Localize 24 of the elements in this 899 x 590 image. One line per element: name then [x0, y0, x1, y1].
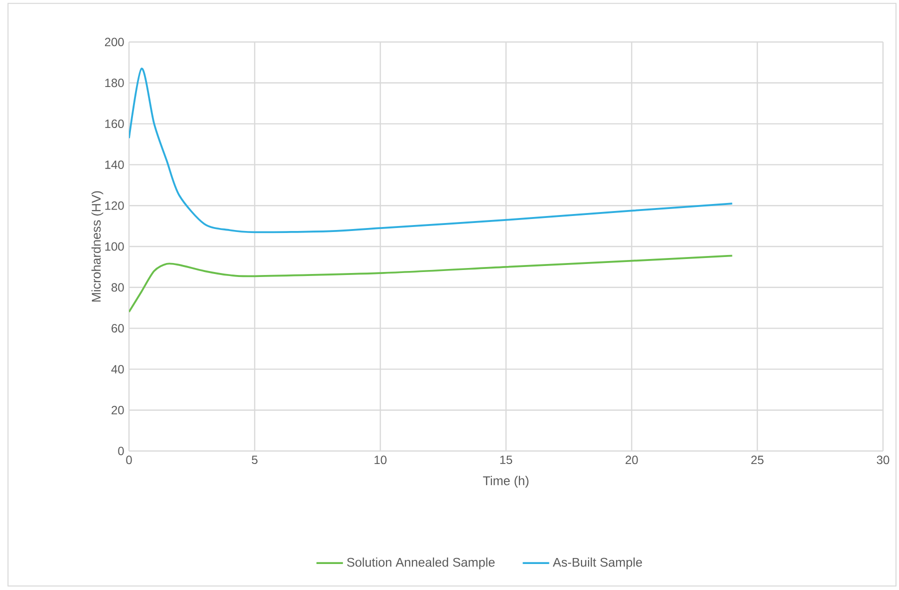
y-tick-label: 40: [111, 364, 124, 374]
y-tick-label: 100: [105, 242, 124, 251]
y-tick-label: 200: [104, 38, 124, 46]
x-tick-label: 20: [626, 456, 638, 464]
y-tick-label: 160: [105, 120, 124, 128]
y-axis-title: Microhardness (HV): [91, 191, 104, 302]
x-tick-label: 0: [126, 456, 132, 464]
y-tick-label: 20: [112, 406, 124, 414]
x-tick-label: 15: [500, 456, 512, 464]
line-series: [129, 254, 734, 313]
x-tick-label: 25: [751, 456, 764, 464]
y-tick-label: 140: [105, 160, 124, 169]
y-tick-label: 0: [118, 446, 124, 456]
x-tick-label: 5: [252, 456, 258, 464]
x-axis-title: Time (h): [483, 476, 528, 488]
x-tick-label: 30: [876, 456, 890, 464]
y-tick-label: 120: [105, 201, 124, 210]
legend-label: Solution Annealed Sample: [347, 558, 495, 570]
y-tick-label: 80: [112, 283, 124, 292]
y-tick-label: 60: [112, 324, 124, 333]
legend-label: As-Built Sample: [552, 558, 642, 570]
y-tick-label: 180: [105, 78, 124, 88]
line-series: [129, 68, 734, 234]
x-tick-label: 10: [374, 456, 387, 464]
